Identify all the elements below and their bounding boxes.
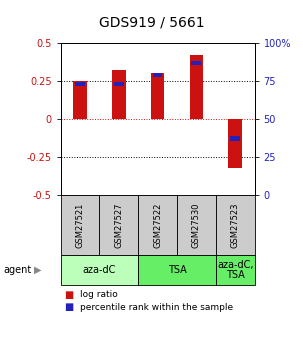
- Text: percentile rank within the sample: percentile rank within the sample: [80, 303, 233, 312]
- Text: TSA: TSA: [168, 265, 186, 275]
- Bar: [151, 73, 164, 119]
- Text: aza-dC: aza-dC: [83, 265, 116, 275]
- Bar: [177, 195, 216, 255]
- Bar: [216, 255, 255, 285]
- Bar: [75, 82, 85, 86]
- Bar: [216, 195, 255, 255]
- Text: GDS919 / 5661: GDS919 / 5661: [99, 16, 204, 30]
- Text: GSM27522: GSM27522: [153, 203, 162, 248]
- Bar: [61, 195, 99, 255]
- Text: GSM27527: GSM27527: [114, 203, 123, 248]
- Bar: [153, 73, 162, 77]
- Text: ■: ■: [64, 302, 73, 312]
- Bar: [190, 55, 203, 119]
- Bar: [61, 255, 138, 285]
- Bar: [228, 119, 242, 168]
- Text: ▶: ▶: [34, 265, 42, 275]
- Bar: [138, 255, 216, 285]
- Text: GSM27521: GSM27521: [75, 203, 85, 248]
- Text: GSM27530: GSM27530: [192, 203, 201, 248]
- Bar: [112, 70, 125, 119]
- Bar: [114, 82, 124, 86]
- Bar: [230, 137, 240, 141]
- Text: agent: agent: [3, 265, 31, 275]
- Text: aza-dC,
TSA: aza-dC, TSA: [217, 259, 253, 280]
- Text: log ratio: log ratio: [80, 290, 118, 299]
- Bar: [191, 61, 201, 65]
- Bar: [138, 195, 177, 255]
- Bar: [99, 195, 138, 255]
- Bar: [73, 81, 87, 119]
- Text: GSM27523: GSM27523: [231, 203, 240, 248]
- Text: ■: ■: [64, 290, 73, 300]
